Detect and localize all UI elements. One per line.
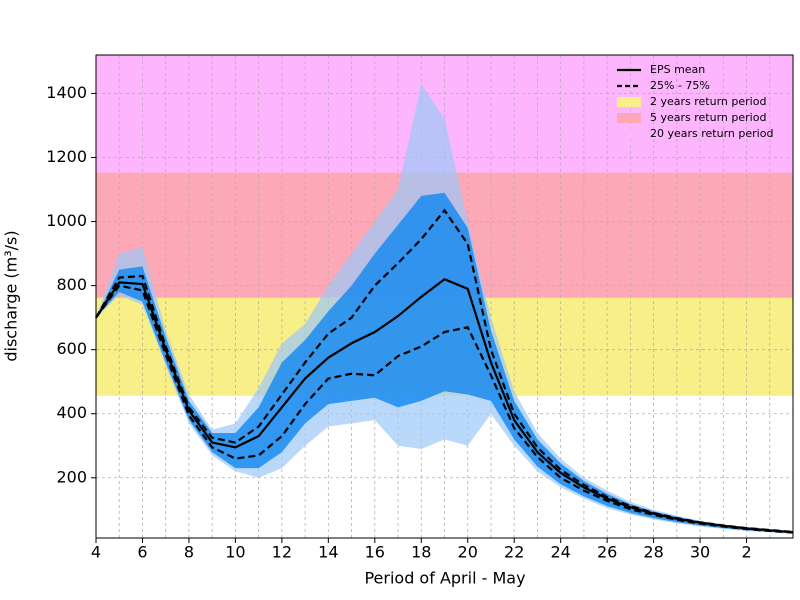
legend-label: 5 years return period [650,111,766,124]
legend-swatch [617,97,641,107]
x-tick-label: 8 [184,543,194,562]
x-tick-label: 16 [365,543,385,562]
y-tick-label: 200 [56,467,87,486]
quartile-line [95,284,794,534]
x-tick-label: 12 [272,543,292,562]
legend-label: 20 years return period [650,127,773,140]
legend-label: 25% - 75% [650,79,710,92]
x-tick-label: 24 [550,543,570,562]
legend-swatch [617,129,641,139]
y-axis-label: discharge (m³/s) [2,230,21,361]
x-tick-label: 6 [137,543,147,562]
y-tick-label: 400 [56,403,87,422]
mean-line [95,277,794,534]
x-axis-label: Period of April - May [364,569,525,588]
x-tick-label: 22 [504,543,524,562]
x-tick-label: 2 [741,543,751,562]
legend-swatch [617,113,641,123]
y-tick-label: 1400 [46,83,87,102]
y-tick-label: 600 [56,339,87,358]
x-tick-label: 26 [597,543,617,562]
ensemble-band [96,192,793,534]
x-tick-label: 30 [690,543,710,562]
x-tick-label: 14 [318,543,338,562]
y-tick-label: 1000 [46,211,87,230]
x-tick-label: 10 [225,543,245,562]
x-tick-label: 20 [458,543,478,562]
y-tick-label: 1200 [46,147,87,166]
y-tick-label: 800 [56,275,87,294]
plot-frame [95,54,794,539]
legend-label: EPS mean [650,63,705,76]
x-tick-label: 18 [411,543,431,562]
legend-label: 2 years return period [650,95,766,108]
x-tick-label: 4 [91,543,101,562]
x-tick-label: 28 [643,543,663,562]
